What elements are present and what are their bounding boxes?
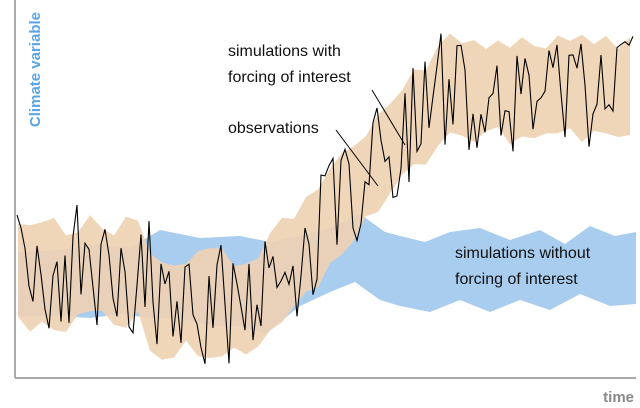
band-with-forcing (18, 33, 630, 360)
annotation-line: observations (228, 120, 319, 137)
annotation-line: simulations without (455, 245, 591, 262)
x-axis-label: time (603, 389, 634, 406)
annotation-line: simulations with (228, 43, 341, 60)
observations-line (16, 33, 634, 364)
annotation-line: forcing of interest (228, 69, 351, 86)
leader-line (371, 89, 406, 146)
annotation-line: forcing of interest (455, 271, 578, 288)
y-axis-label: Climate variable (27, 12, 44, 127)
leader-line (335, 129, 379, 187)
